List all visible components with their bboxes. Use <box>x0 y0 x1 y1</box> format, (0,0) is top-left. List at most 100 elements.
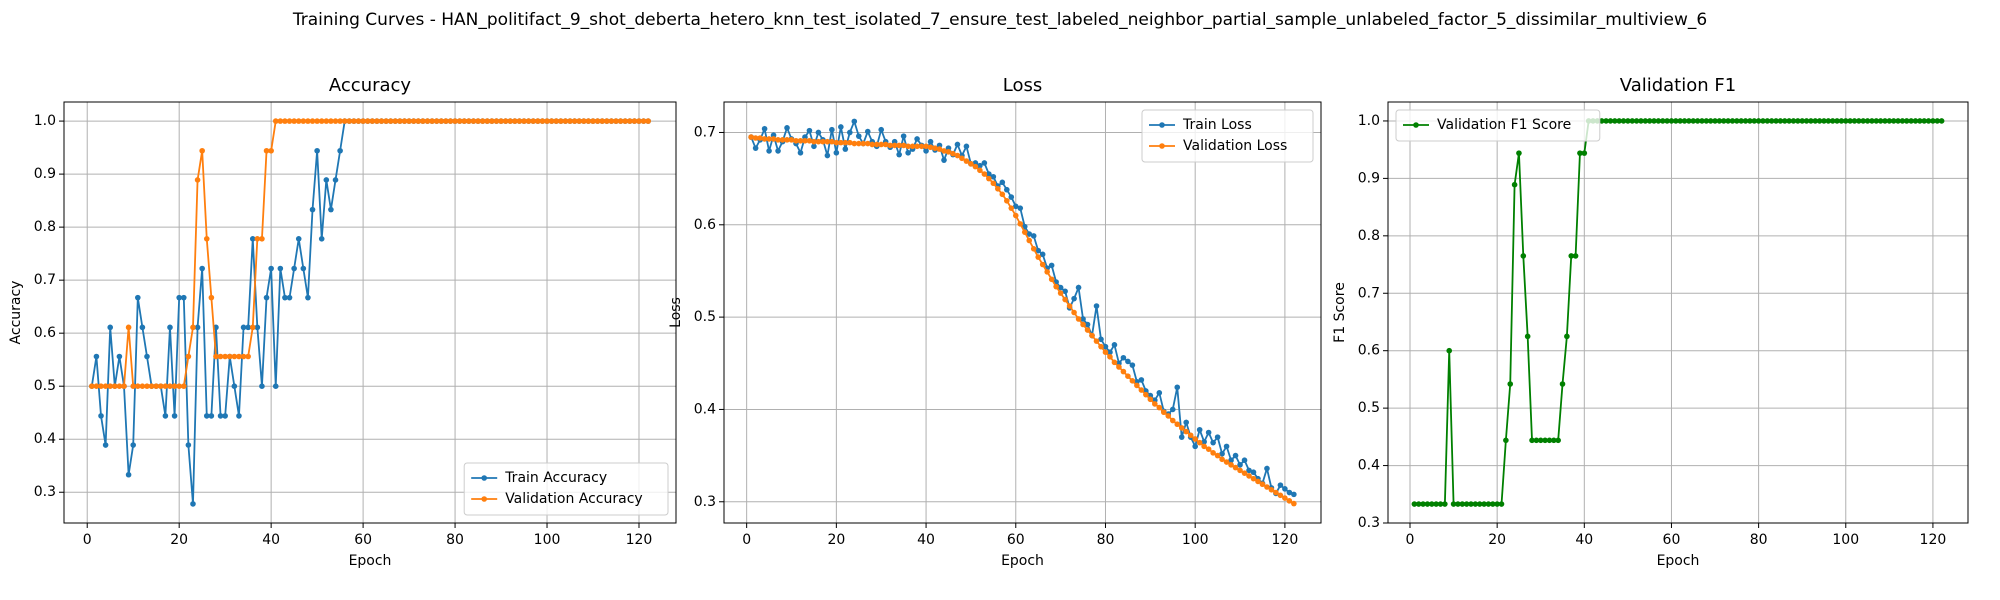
data-point <box>594 118 601 124</box>
data-point <box>788 137 795 143</box>
data-point <box>815 138 822 145</box>
data-point <box>1511 181 1518 188</box>
legend-box <box>1141 109 1314 163</box>
data-point <box>977 162 983 169</box>
data-point <box>806 137 813 144</box>
data-point <box>268 147 274 154</box>
data-point <box>521 118 527 124</box>
data-point <box>878 126 885 133</box>
x-axis-label: Epoch <box>349 553 392 569</box>
data-point <box>824 138 831 145</box>
data-point <box>631 118 638 124</box>
data-point <box>1205 429 1212 436</box>
data-point <box>185 353 192 360</box>
data-point <box>176 294 182 301</box>
data-point <box>1420 501 1426 507</box>
data-point <box>277 265 284 272</box>
data-point <box>1699 118 1705 124</box>
data-point <box>1057 284 1064 291</box>
data-point <box>1834 118 1840 124</box>
data-point <box>905 143 911 150</box>
data-point <box>986 171 992 177</box>
data-point <box>1655 118 1662 124</box>
data-point <box>999 179 1006 186</box>
data-point <box>355 118 362 124</box>
data-point <box>1437 501 1444 507</box>
data-point <box>1751 118 1758 124</box>
data-point <box>779 137 786 143</box>
x-tick-label: 120 <box>626 532 653 548</box>
data-point <box>842 146 849 152</box>
x-tick-label: 120 <box>1920 532 1947 548</box>
y-tick-label: 0.3 <box>34 484 56 500</box>
data-point <box>567 118 573 124</box>
data-point <box>1160 409 1167 416</box>
y-tick-label: 0.9 <box>34 166 56 182</box>
data-point <box>882 141 889 148</box>
data-point <box>914 136 920 142</box>
data-point <box>1646 118 1653 124</box>
data-point <box>263 294 270 301</box>
data-point <box>833 149 840 156</box>
data-point <box>1125 373 1131 380</box>
axes-title: Accuracy <box>329 75 412 96</box>
data-point <box>829 138 835 145</box>
data-point <box>236 353 242 360</box>
data-point <box>144 353 150 360</box>
data-point <box>1790 118 1797 124</box>
data-point <box>484 118 491 124</box>
data-point <box>1720 118 1727 124</box>
legend-marker <box>1159 143 1165 149</box>
data-point <box>1803 118 1810 124</box>
data-point <box>157 383 164 390</box>
data-point <box>429 118 435 124</box>
data-point <box>194 324 201 331</box>
axes-frame <box>63 101 677 524</box>
data-point <box>1659 118 1666 124</box>
data-point <box>1026 231 1033 237</box>
data-point <box>1192 436 1198 442</box>
data-point <box>752 145 759 151</box>
data-point <box>194 177 201 183</box>
data-point <box>286 118 293 124</box>
data-point <box>784 137 790 143</box>
y-tick-label: 0.9 <box>1358 170 1380 186</box>
data-point <box>102 442 109 448</box>
data-point <box>1223 443 1230 450</box>
data-point <box>1196 439 1203 446</box>
data-point <box>1555 437 1561 444</box>
data-point <box>1424 501 1431 507</box>
data-point <box>240 324 247 331</box>
data-point <box>599 118 606 124</box>
data-point <box>1747 118 1753 124</box>
data-point <box>309 118 316 124</box>
legend-marker <box>481 475 488 481</box>
data-point <box>1616 118 1622 124</box>
data-point <box>203 413 210 419</box>
data-point <box>824 152 831 159</box>
data-point <box>493 118 500 124</box>
data-point <box>107 383 114 390</box>
data-point <box>93 353 100 360</box>
x-tick-label: 40 <box>1575 532 1593 548</box>
data-point <box>1035 247 1041 254</box>
data-point <box>98 413 104 419</box>
axes-title: Validation F1 <box>1620 75 1736 96</box>
data-point <box>1908 118 1914 124</box>
data-point <box>295 235 302 242</box>
data-point <box>1812 118 1819 124</box>
data-point <box>190 324 196 331</box>
data-point <box>222 353 228 360</box>
data-point <box>245 324 251 331</box>
data-point <box>1169 417 1176 424</box>
data-point <box>581 118 587 124</box>
data-point <box>622 118 628 124</box>
data-point <box>162 413 169 419</box>
data-point <box>1764 118 1771 124</box>
x-tick-label: 80 <box>1097 532 1115 548</box>
data-point <box>98 383 104 390</box>
data-point <box>305 294 311 301</box>
data-point <box>851 118 858 125</box>
data-point <box>626 118 633 124</box>
